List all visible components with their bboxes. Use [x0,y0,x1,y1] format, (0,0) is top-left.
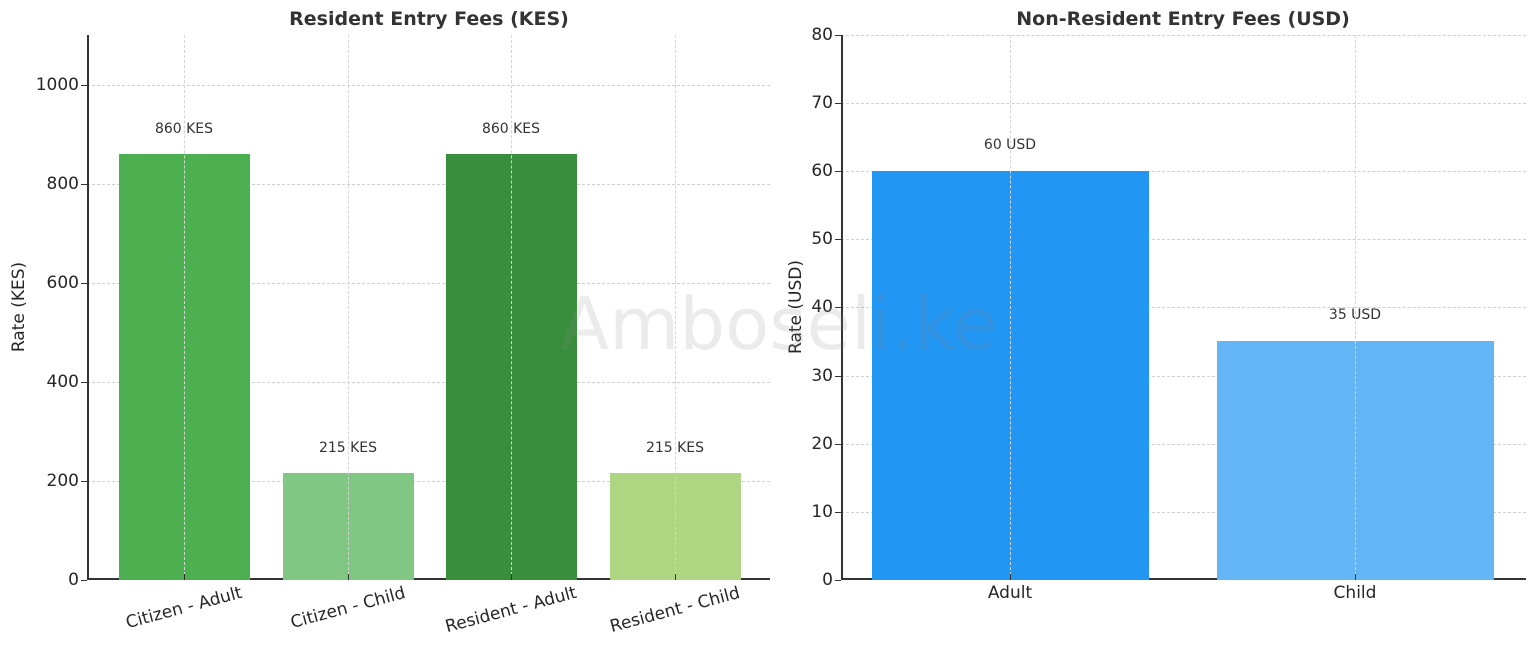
gridline [1010,35,1011,580]
y-tick [81,85,87,86]
chart-title: Non-Resident Entry Fees (USD) [1016,8,1350,30]
y-tick-label: 30 [811,366,833,386]
x-tick [675,574,676,580]
gridline [841,35,1526,36]
y-tick [835,103,841,104]
y-tick-label: 1000 [35,75,79,95]
x-tick [1355,574,1356,580]
x-tick-label: Child [1333,583,1377,603]
x-tick [1010,574,1011,580]
y-tick-label: 70 [811,93,833,113]
y-tick [835,307,841,308]
plot-area: 0 200 400 600 800 1000 860 KES 215 KES 8… [36,35,770,590]
y-tick [835,512,841,513]
y-tick-label: 600 [46,273,79,293]
gridline [184,35,185,580]
y-tick [81,283,87,284]
kes-chart: Resident Entry Fees (KES) Rate (KES) 0 2… [9,8,770,637]
y-tick [835,376,841,377]
y-axis [841,35,843,580]
y-tick [835,444,841,445]
y-tick [81,382,87,383]
x-tick [348,574,349,580]
gridline [841,171,1526,172]
y-tick [81,184,87,185]
y-tick-label: 20 [811,434,833,454]
y-tick-label: 80 [811,25,833,45]
x-tick-label: Adult [987,583,1033,603]
y-tick [81,481,87,482]
gridline [511,35,512,580]
gridline [87,85,770,86]
y-tick-label: 60 [811,161,833,181]
y-tick-label: 400 [46,372,79,392]
y-tick [835,580,841,581]
gridline [87,184,770,185]
x-axis [841,578,1526,580]
gridline [87,481,770,482]
y-tick-label: 800 [46,174,79,194]
y-tick [81,580,87,581]
y-tick-label: 10 [811,502,833,522]
gridline [841,376,1526,377]
gridline [1355,35,1356,580]
x-tick [511,574,512,580]
gridline [841,444,1526,445]
y-tick [835,35,841,36]
x-tick [184,574,185,580]
gridline [841,512,1526,513]
y-tick-label: 0 [822,570,833,590]
y-tick-label: 200 [46,471,79,491]
gridline [87,382,770,383]
gridline [348,35,349,580]
gridline [87,283,770,284]
plot-area: 0 10 20 30 40 50 60 70 80 60 USD 35 USD [811,25,1526,590]
gridline [675,35,676,580]
gridline [841,239,1526,240]
y-tick-label: 50 [811,229,833,249]
y-tick-label: 40 [811,297,833,317]
x-axis [87,578,770,580]
y-tick-label: 0 [68,570,79,590]
y-axis [87,35,89,580]
gridline [841,307,1526,308]
gridline [841,103,1526,104]
y-tick [835,239,841,240]
y-tick [835,171,841,172]
chart-title: Resident Entry Fees (KES) [289,8,569,30]
